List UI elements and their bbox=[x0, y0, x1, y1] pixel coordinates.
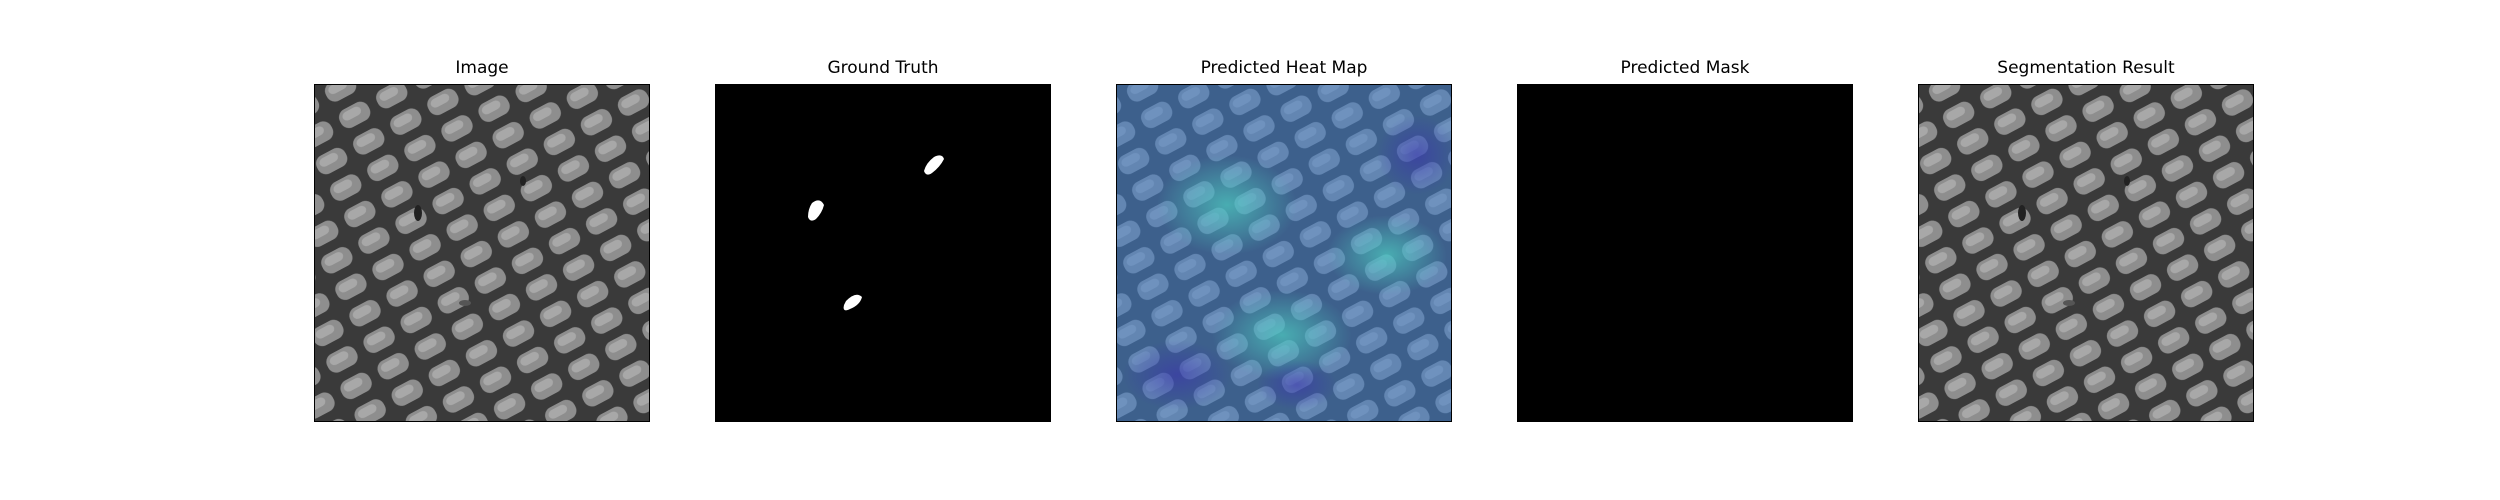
panel-title-mask: Predicted Mask bbox=[1620, 58, 1750, 78]
panel-title-image: Image bbox=[455, 58, 509, 78]
panel-image: Image bbox=[314, 58, 650, 422]
defect-mark bbox=[2124, 176, 2130, 186]
gt-region bbox=[808, 200, 824, 221]
panel-ground-truth: Ground Truth bbox=[715, 58, 1051, 422]
gt-region bbox=[843, 294, 862, 311]
panel-heatmap: Predicted Heat Map bbox=[1116, 58, 1452, 422]
panel-title-heatmap: Predicted Heat Map bbox=[1200, 58, 1368, 78]
gt-region bbox=[924, 155, 944, 175]
ground-truth-mask bbox=[716, 85, 1050, 421]
image-frame bbox=[314, 84, 650, 422]
defect-mark bbox=[2018, 205, 2026, 221]
ground-truth-frame bbox=[715, 84, 1051, 422]
defect-mark bbox=[2063, 300, 2075, 306]
panel-segmentation: Segmentation Result bbox=[1918, 58, 2254, 422]
heatmap-frame bbox=[1116, 84, 1452, 422]
heatmap-overlay bbox=[1117, 85, 1451, 421]
segmentation-image bbox=[1919, 85, 2253, 421]
panel-title-ground-truth: Ground Truth bbox=[827, 58, 939, 78]
defect-mark bbox=[459, 300, 471, 306]
panel-title-segmentation: Segmentation Result bbox=[1997, 58, 2175, 78]
panel-mask: Predicted Mask bbox=[1517, 58, 1853, 422]
defect-mark bbox=[414, 205, 422, 221]
predicted-mask bbox=[1517, 84, 1853, 422]
mesh-image bbox=[315, 85, 649, 421]
defect-mark bbox=[520, 176, 526, 186]
segmentation-frame bbox=[1918, 84, 2254, 422]
